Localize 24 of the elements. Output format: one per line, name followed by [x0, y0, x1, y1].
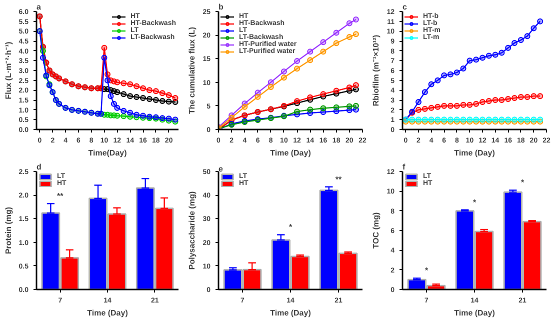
chart-title: a [36, 2, 42, 12]
chart-title: d [36, 162, 42, 172]
annotation: * [288, 222, 293, 232]
chart-title: e [218, 164, 224, 174]
y-axis-title: The cumulative flux (L) [188, 26, 197, 114]
x-axis-title: Time (Day) [454, 308, 496, 318]
x-axis-title: Time (Day) [454, 148, 496, 158]
chart-title: c [402, 2, 408, 12]
x-axis-title: Time(Day) [88, 148, 128, 158]
annotation: * [520, 178, 525, 188]
x-axis-title: Time (Day) [87, 308, 128, 318]
y-axis-title: Rbiofilm (m⁻¹×10¹²) [372, 34, 381, 106]
annotation: ** [335, 174, 342, 184]
y-axis-title: Polysaccharide (mg) [188, 191, 197, 270]
annotation: * [424, 266, 429, 276]
x-axis-title: Time (Day) [270, 308, 312, 318]
x-axis-title: Time (Day) [270, 148, 312, 158]
y-axis-title: Flux (L·m⁻²·h⁻¹) [4, 41, 13, 100]
chart-title: f [402, 162, 406, 172]
y-axis-title: TOC (mg) [372, 212, 381, 249]
annotation: * [472, 198, 477, 207]
chart-title: b [218, 2, 224, 12]
annotation: ** [57, 192, 64, 201]
y-axis-title: Protein (mg) [4, 206, 13, 254]
